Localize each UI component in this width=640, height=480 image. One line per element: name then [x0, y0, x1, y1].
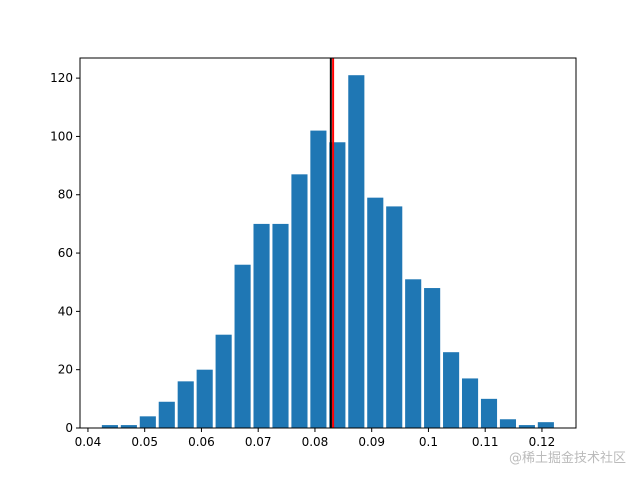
- bar: [272, 223, 289, 428]
- bar: [386, 206, 403, 428]
- y-tick-label: 100: [50, 129, 73, 143]
- x-tick-label: 0.1: [419, 435, 438, 449]
- y-tick-label: 60: [58, 246, 73, 260]
- bar: [291, 174, 308, 428]
- bar: [101, 425, 118, 428]
- bar: [499, 419, 517, 428]
- bar: [461, 378, 479, 428]
- bar: [348, 75, 365, 429]
- plot-frame: [79, 57, 577, 429]
- bar: [480, 398, 498, 428]
- y-tick-label: 0: [65, 421, 73, 435]
- x-tick-label: 0.11: [472, 435, 499, 449]
- y-tick-label: 120: [50, 71, 73, 85]
- bar: [518, 425, 535, 428]
- bar: [120, 425, 137, 428]
- bar: [537, 422, 554, 428]
- bar: [196, 369, 213, 428]
- watermark: @稀土掘金技术社区: [509, 450, 626, 466]
- x-tick-label: 0.07: [245, 435, 272, 449]
- bar: [424, 288, 441, 428]
- x-tick-label: 0.12: [529, 435, 556, 449]
- bar: [253, 223, 270, 428]
- bar: [177, 381, 194, 428]
- bar: [443, 352, 460, 428]
- x-tick-label: 0.05: [131, 435, 158, 449]
- bar: [405, 279, 422, 428]
- y-tick-label: 80: [58, 188, 73, 202]
- y-tick-label: 20: [58, 363, 73, 377]
- bar: [158, 401, 175, 428]
- y-tick-label: 40: [58, 304, 73, 318]
- bar: [367, 197, 384, 428]
- x-tick-label: 0.04: [75, 435, 102, 449]
- x-tick-label: 0.08: [302, 435, 329, 449]
- bar: [234, 264, 251, 428]
- x-tick-label: 0.09: [358, 435, 385, 449]
- bar: [310, 130, 327, 429]
- x-tick-label: 0.06: [188, 435, 215, 449]
- bar: [139, 416, 156, 428]
- bar: [215, 334, 232, 428]
